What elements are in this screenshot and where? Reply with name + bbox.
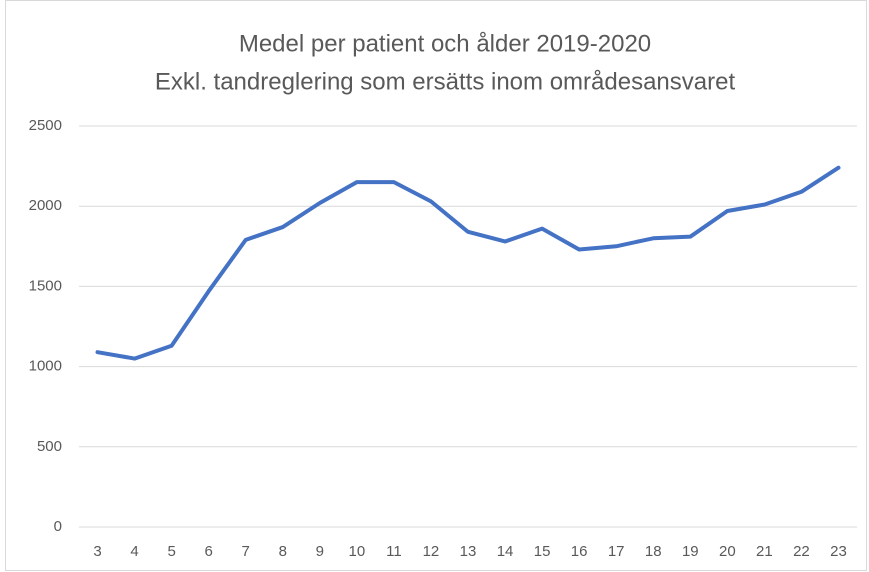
y-tick-label: 1500 bbox=[29, 277, 62, 294]
x-tick-label: 13 bbox=[460, 543, 477, 560]
y-tick-label: 1000 bbox=[29, 358, 62, 375]
x-tick-label: 7 bbox=[242, 543, 250, 560]
chart-title: Medel per patient och ålder 2019-2020 bbox=[239, 30, 651, 57]
x-tick-label: 8 bbox=[279, 543, 287, 560]
x-tick-label: 4 bbox=[130, 543, 138, 560]
y-tick-label: 2500 bbox=[29, 117, 62, 134]
y-tick-label: 0 bbox=[54, 518, 62, 535]
x-tick-label: 15 bbox=[534, 543, 551, 560]
x-tick-label: 21 bbox=[756, 543, 773, 560]
chart-subtitle: Exkl. tandreglering som ersätts inom omr… bbox=[155, 68, 736, 95]
x-tick-label: 11 bbox=[386, 543, 402, 560]
line-series bbox=[95, 165, 841, 361]
x-tick-label: 5 bbox=[167, 543, 175, 560]
x-tick-label: 9 bbox=[316, 543, 324, 560]
x-tick-label: 14 bbox=[497, 543, 514, 560]
x-tick-label: 10 bbox=[349, 543, 366, 560]
chart-frame bbox=[5, 0, 867, 571]
y-tick-label: 500 bbox=[37, 438, 62, 455]
x-tick-label: 16 bbox=[571, 543, 588, 560]
x-tick-label: 20 bbox=[719, 543, 736, 560]
x-tick-label: 19 bbox=[682, 543, 699, 560]
x-tick-label: 3 bbox=[93, 543, 101, 560]
x-tick-label: 17 bbox=[608, 543, 625, 560]
x-tick-label: 23 bbox=[830, 543, 847, 560]
y-tick-label: 2000 bbox=[29, 197, 62, 214]
x-tick-label: 6 bbox=[204, 543, 212, 560]
x-tick-label: 22 bbox=[793, 543, 810, 560]
x-tick-label: 18 bbox=[645, 543, 662, 560]
x-tick-label: 12 bbox=[423, 543, 440, 560]
